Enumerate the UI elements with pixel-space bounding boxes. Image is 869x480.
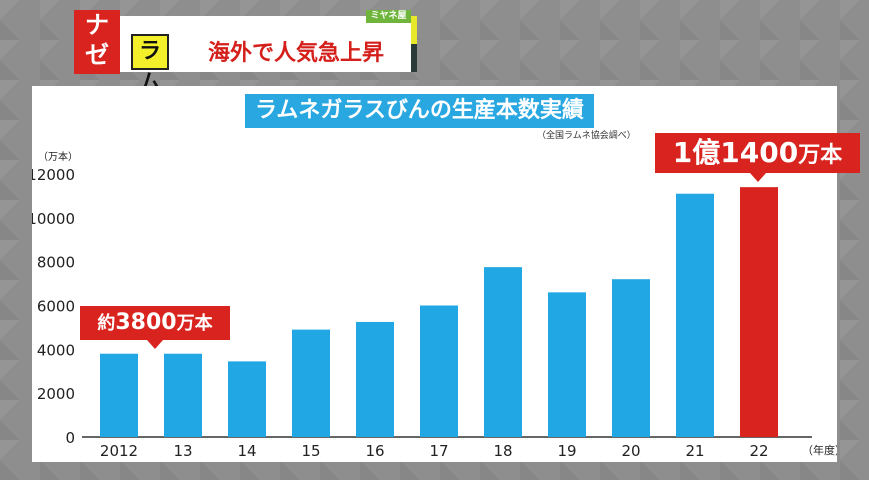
y-tick-label: 4000: [37, 341, 75, 359]
x-axis-label: （年度）: [802, 443, 837, 457]
x-tick-label: 22: [749, 442, 768, 460]
bar-13: [164, 353, 202, 437]
bar-21: [676, 193, 714, 437]
caption-badge: ナ ゼ: [74, 10, 120, 74]
bar-22: [740, 187, 778, 437]
x-tick-label: 19: [557, 442, 576, 460]
y-tick-label: 6000: [37, 298, 75, 316]
x-tick-label: 2012: [100, 442, 138, 460]
badge-bottom: ゼ: [85, 41, 109, 69]
x-tick-label: 14: [237, 442, 256, 460]
chart-panel: ラムネガラスびんの生産本数実績 （全国ラムネ協会調べ） （万本） 0 2000 400…: [32, 86, 837, 462]
chart-source: （全国ラムネ協会調べ）: [537, 131, 636, 141]
bar-2012: [100, 353, 138, 437]
bar-chart: （万本） 0 2000 4000 6000 8000 10000 12000 2012 13 14 1…: [32, 150, 837, 460]
callout-first: 約3800万本: [80, 305, 230, 349]
y-tick-label: 8000: [37, 254, 75, 272]
badge-top: ナ: [85, 11, 109, 39]
x-tick-label: 16: [365, 442, 384, 460]
y-tick-label: 10000: [32, 210, 75, 228]
callout-last: 1億1400万本: [655, 133, 860, 183]
x-tick-label: 17: [429, 442, 448, 460]
caption-strip-dark: [411, 44, 417, 72]
bar-17: [420, 305, 458, 437]
x-tick-label: 15: [301, 442, 320, 460]
callout-unit: 万本: [176, 312, 213, 334]
y-tick-label: 0: [65, 429, 75, 447]
y-tick-label: 2000: [37, 385, 75, 403]
x-tick-label: 18: [493, 442, 512, 460]
bar-15: [292, 329, 330, 437]
bar-16: [356, 321, 394, 437]
x-tick-label: 13: [173, 442, 192, 460]
callout-prefix: 約: [97, 312, 116, 334]
chart-title: ラムネガラスびんの生産本数実績: [245, 94, 594, 128]
program-logo: ミヤネ屋: [366, 10, 411, 23]
callout-number: 1億1400: [672, 136, 799, 170]
callout-number: 3800: [115, 309, 177, 335]
bar-20: [612, 279, 650, 437]
caption-strip: [411, 16, 417, 44]
x-tick-label: 20: [621, 442, 640, 460]
caption-tag: ラムネ: [131, 34, 169, 128]
bar-18: [484, 267, 522, 437]
caption-title: 海外で人気急上昇: [208, 41, 385, 66]
y-tick-label: 12000: [32, 166, 75, 184]
callout-unit: 万本: [798, 143, 843, 169]
x-tick-label: 21: [685, 442, 704, 460]
y-axis-label: （万本）: [38, 150, 78, 163]
bar-19: [548, 292, 586, 437]
bar-14: [228, 361, 266, 437]
